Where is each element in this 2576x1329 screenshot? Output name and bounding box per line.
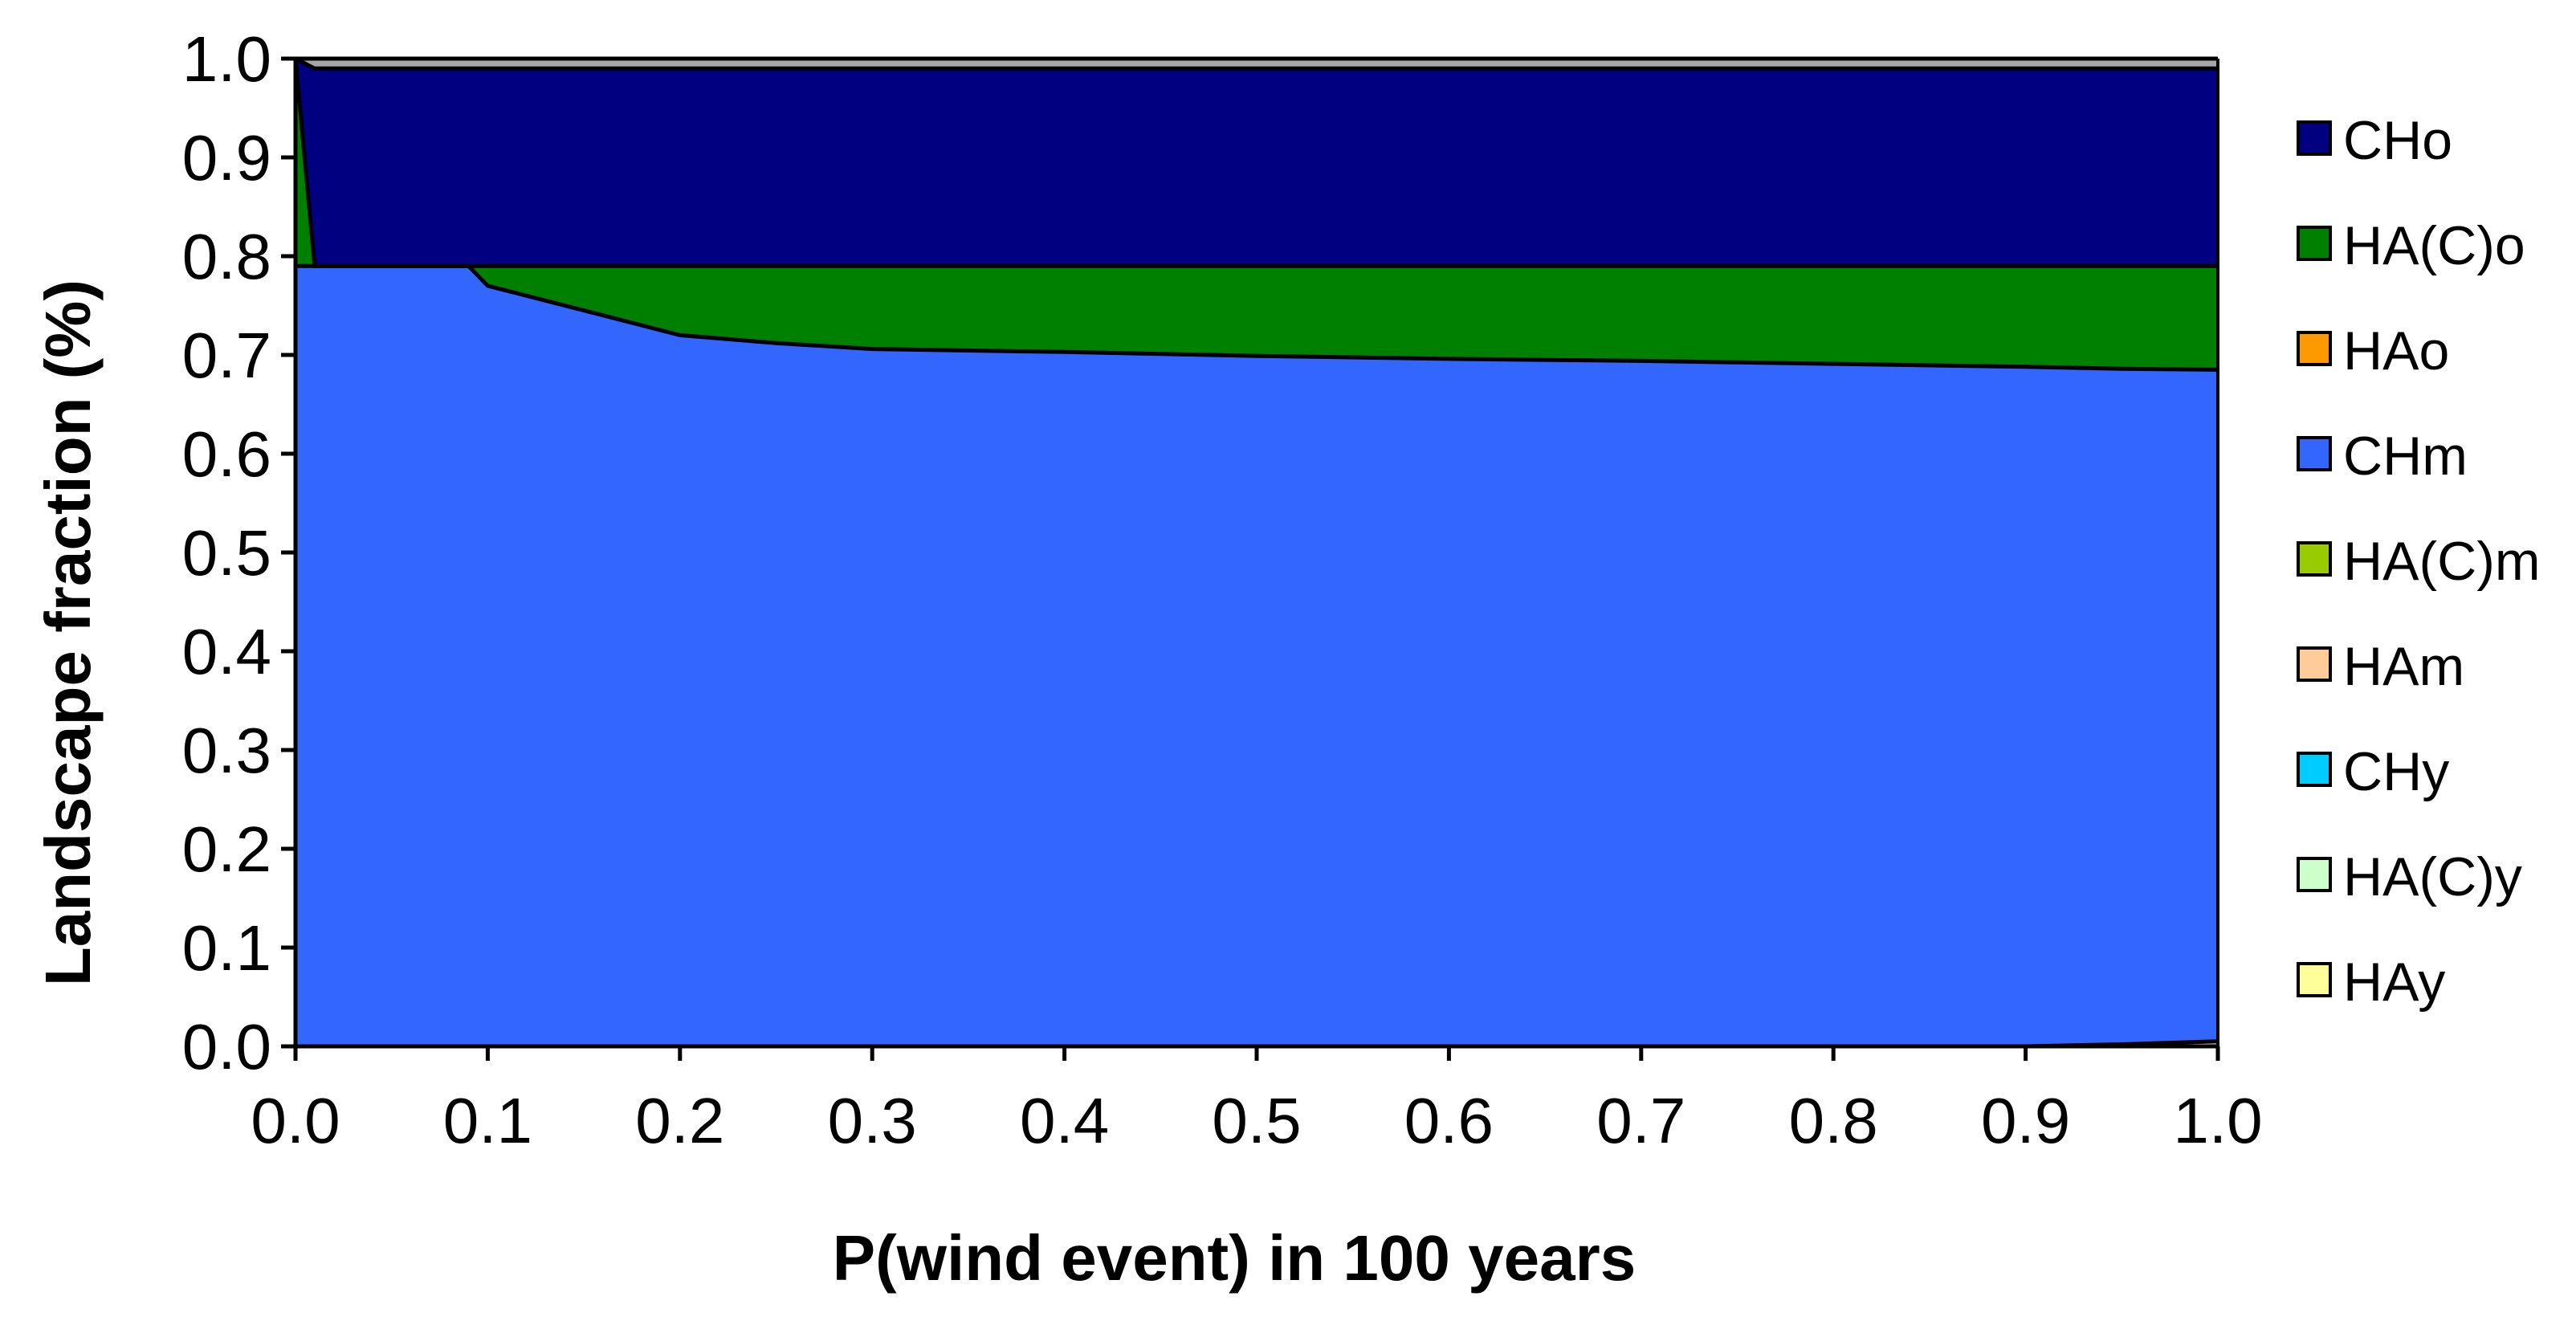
y-tick-label: 0.1 <box>182 912 271 984</box>
legend-swatch-ha-c-y <box>2297 857 2332 892</box>
legend-swatch-chy <box>2297 752 2332 787</box>
area-chm <box>296 266 2218 1046</box>
legend: CHo HA(C)o HAo CHm HA(C)m HAm CHy HA(C)y HAy <box>2297 110 2541 1013</box>
y-tick-label: 0.9 <box>182 122 271 194</box>
boundary-line-cho <box>294 56 2218 71</box>
y-axis-title: Landscape fraction (%) <box>32 279 104 986</box>
legend-swatch-hao <box>2297 331 2332 366</box>
legend-label-hay: HAy <box>2343 952 2445 1013</box>
legend-swatch-hay <box>2297 962 2332 997</box>
x-tick-label: 1.0 <box>2173 1085 2262 1156</box>
y-tick-label: 0.4 <box>182 616 271 687</box>
x-tick-label: 0.4 <box>1020 1085 1109 1156</box>
x-tick-label: 0.0 <box>251 1085 340 1156</box>
legend-swatch-ham <box>2297 646 2332 682</box>
legend-label-ha-c-y: HA(C)y <box>2343 846 2522 907</box>
y-tick-label: 0.6 <box>182 418 271 490</box>
x-axis-title: P(wind event) in 100 years <box>833 1222 1636 1294</box>
x-tick-label: 0.7 <box>1596 1085 1685 1156</box>
area-cho <box>296 59 2218 267</box>
legend-label-chm: CHm <box>2343 426 2468 487</box>
legend-swatch-cho <box>2297 120 2332 156</box>
area-layers <box>293 56 2219 1049</box>
tick-labels: 0.0 0.1 0.2 0.3 0.4 0.5 0.6 0.7 0.8 0.9 1.0 0.0 0.1 0… <box>182 23 2263 1156</box>
area-top-remainder <box>296 59 2218 69</box>
x-tick-label: 0.1 <box>443 1085 532 1156</box>
axes <box>281 56 2220 1061</box>
y-tick-label: 0.7 <box>182 320 271 391</box>
boundary-line-ha-c-o <box>293 58 2218 268</box>
y-tick-label: 1.0 <box>182 23 271 95</box>
x-tick-label: 0.5 <box>1212 1085 1301 1156</box>
legend-swatch-ha-c-m <box>2297 541 2332 577</box>
x-tick-label: 0.6 <box>1404 1085 1494 1156</box>
y-tick-label: 0.2 <box>182 813 271 885</box>
x-tick-label: 0.3 <box>828 1085 917 1156</box>
y-tick-label: 0.5 <box>182 517 271 589</box>
legend-label-ha-c-o: HA(C)o <box>2343 215 2525 276</box>
legend-swatch-chm <box>2297 436 2332 471</box>
legend-label-cho: CHo <box>2343 110 2452 171</box>
y-tick-label: 0.8 <box>182 221 271 292</box>
x-tick-label: 0.9 <box>1981 1085 2070 1156</box>
y-tick-label: 0.3 <box>182 715 271 786</box>
x-tick-label: 0.2 <box>635 1085 724 1156</box>
legend-label-ha-c-m: HA(C)m <box>2343 531 2541 592</box>
legend-label-hao: HAo <box>2343 320 2449 381</box>
y-tick-label: 0.0 <box>182 1011 271 1082</box>
legend-label-chy: CHy <box>2343 741 2449 802</box>
area-ha-c-o <box>296 59 2218 370</box>
x-tick-label: 0.8 <box>1789 1085 1878 1156</box>
legend-label-ham: HAm <box>2343 636 2464 697</box>
legend-swatch-ha-c-o <box>2297 226 2332 261</box>
